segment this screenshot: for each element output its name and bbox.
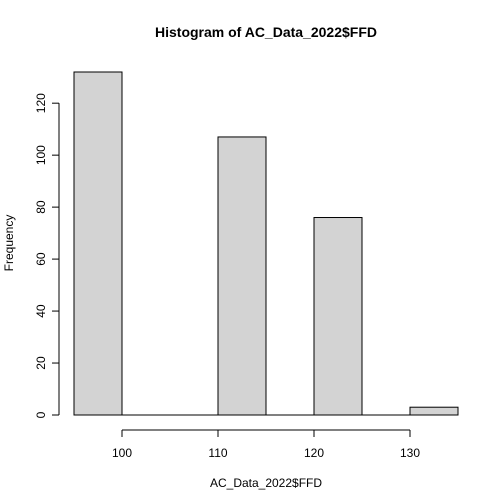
y-tick-label: 20	[34, 356, 48, 370]
histogram-bar	[73, 71, 123, 416]
histogram-bar	[313, 217, 363, 416]
y-tick-label: 40	[34, 304, 48, 318]
x-axis: 100 110 120 130	[112, 429, 420, 460]
histogram-bar	[217, 136, 267, 416]
y-tick-label: 0	[34, 411, 48, 418]
histogram-bars	[73, 71, 459, 416]
x-tick-label: 130	[400, 446, 420, 460]
y-tick-label: 60	[34, 252, 48, 266]
y-axis: 0 20 40 60 80 100 120	[34, 93, 60, 418]
x-axis-label: AC_Data_2022$FFD	[210, 476, 322, 490]
y-tick-label: 120	[34, 93, 48, 113]
x-tick-label: 120	[304, 446, 324, 460]
y-tick-label: 80	[34, 200, 48, 214]
x-tick-label: 100	[112, 446, 132, 460]
histogram-bar	[409, 406, 459, 416]
y-tick-label: 100	[34, 145, 48, 165]
x-tick-label: 110	[208, 446, 227, 460]
chart-title: Histogram of AC_Data_2022$FFD	[155, 24, 377, 40]
y-axis-label: Frequency	[2, 215, 16, 272]
